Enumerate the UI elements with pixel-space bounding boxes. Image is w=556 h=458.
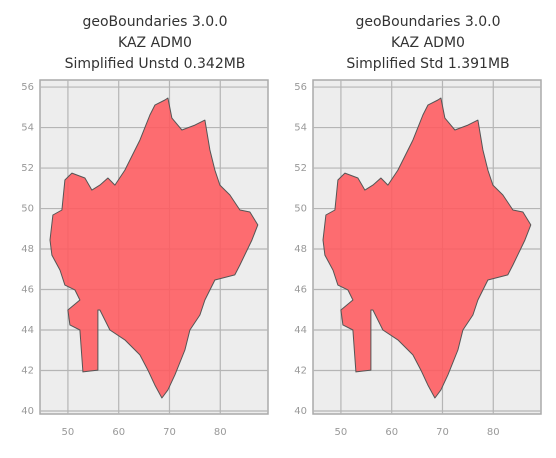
y-tick-label: 56 bbox=[294, 82, 307, 93]
x-tick-label: 50 bbox=[335, 427, 348, 438]
x-tick-label: 50 bbox=[62, 427, 75, 438]
y-tick-label: 56 bbox=[21, 82, 34, 93]
y-tick-label: 44 bbox=[21, 325, 34, 336]
y-tick-label: 52 bbox=[294, 163, 307, 174]
y-tick-label: 50 bbox=[21, 204, 34, 215]
y-tick-label: 42 bbox=[294, 365, 307, 376]
region-shape bbox=[49, 97, 259, 399]
chart-title: KAZ ADM0 bbox=[391, 35, 465, 51]
y-tick-label: 46 bbox=[294, 285, 307, 296]
x-tick-label: 70 bbox=[163, 427, 176, 438]
chart-title: geoBoundaries 3.0.0 bbox=[82, 14, 227, 30]
y-tick-label: 48 bbox=[294, 244, 307, 255]
y-tick-label: 50 bbox=[294, 204, 307, 215]
y-tick-label: 54 bbox=[294, 123, 307, 134]
x-tick-label: 70 bbox=[436, 427, 449, 438]
region-shape bbox=[322, 97, 532, 399]
y-tick-label: 42 bbox=[21, 365, 34, 376]
x-tick-label: 80 bbox=[487, 427, 500, 438]
chart-title: Simplified Std 1.391MB bbox=[346, 56, 509, 72]
y-tick-label: 40 bbox=[21, 406, 34, 417]
y-tick-label: 52 bbox=[21, 163, 34, 174]
y-tick-label: 40 bbox=[294, 406, 307, 417]
x-tick-label: 60 bbox=[385, 427, 398, 438]
chart-title: Simplified Unstd 0.342MB bbox=[65, 56, 246, 72]
chart-title: geoBoundaries 3.0.0 bbox=[355, 14, 500, 30]
y-tick-label: 46 bbox=[21, 285, 34, 296]
y-tick-label: 44 bbox=[294, 325, 307, 336]
x-tick-label: 60 bbox=[112, 427, 125, 438]
y-tick-label: 48 bbox=[21, 244, 34, 255]
chart-title: KAZ ADM0 bbox=[118, 35, 192, 51]
y-tick-label: 54 bbox=[21, 123, 34, 134]
x-tick-label: 80 bbox=[214, 427, 227, 438]
